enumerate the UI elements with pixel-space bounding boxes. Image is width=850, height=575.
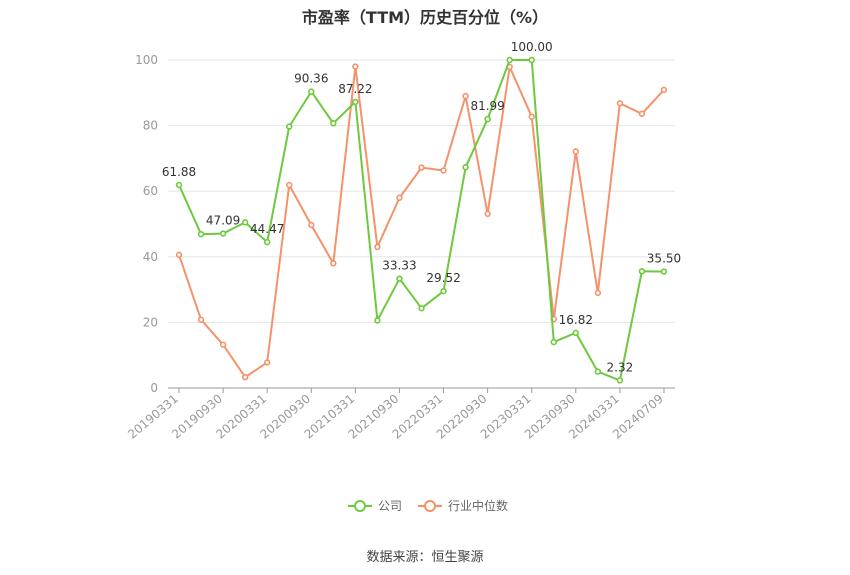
data-point [241,373,249,381]
data-label: 87.22 [338,82,372,96]
data-point [352,98,359,106]
data-point [528,56,535,64]
label-layer: 61.88 47.09 44.47 90.36 87.22 33.33 29.52 81.99… [162,40,681,374]
data-point [440,287,447,295]
y-tick-label: 80 [143,119,158,133]
legend-label: 行业中位数 [448,498,508,513]
data-point [440,167,447,174]
data-label: 33.33 [382,259,416,273]
data-label: 90.36 [294,72,328,86]
data-point [660,86,668,94]
data-point [197,230,205,238]
data-point [396,275,403,282]
data-point [308,221,315,229]
data-point [418,164,425,171]
y-tick-label: 100 [135,53,158,67]
data-label: 35.50 [647,252,681,266]
legend-item-1[interactable]: 行业中位数 [418,498,508,513]
data-label: 81.99 [470,99,504,113]
data-label: 100.00 [511,40,553,54]
data-point [572,148,580,155]
data-point [219,230,227,237]
data-point [638,110,646,117]
data-point [506,56,513,64]
legend-label: 公司 [378,499,402,513]
data-point [418,305,425,312]
data-point [286,181,293,189]
data-point [528,113,535,120]
data-point [616,100,624,107]
y-tick-label: 40 [143,250,158,264]
data-point [374,317,381,324]
series-layer [175,56,668,384]
data-point [263,359,271,366]
data-point [484,210,491,218]
data-point [197,316,205,323]
axis-layer: 0204060801002019033120190930202003312020… [125,53,675,442]
source-note: 数据来源：恒生聚源 [366,550,484,565]
y-tick-label: 20 [143,315,158,329]
data-point [330,120,337,127]
legend-item-0[interactable]: 公司 [348,499,402,513]
data-label: 47.09 [206,214,240,228]
legend[interactable]: 公司 行业中位数 [348,498,508,513]
data-label: 29.52 [426,271,460,285]
data-point [594,289,602,297]
data-point [286,123,293,130]
data-point [175,181,183,189]
data-point [550,338,557,346]
y-tick-label: 0 [150,381,158,395]
data-point [219,341,227,348]
data-point [572,329,580,337]
data-point [352,63,359,70]
data-point [616,377,624,384]
data-point [175,251,183,259]
data-point [308,88,315,95]
data-point [374,243,381,251]
series-line-0 [178,59,665,382]
data-point [263,238,271,246]
data-point [484,115,491,123]
data-label: 44.47 [250,222,284,236]
y-tick-label: 60 [143,184,158,198]
data-point [462,164,469,171]
chart-title: 市盈率（TTM）历史百分位（%） [301,8,549,27]
data-label: 61.88 [162,165,196,179]
data-label: 2.32 [607,360,634,374]
grid-layer [168,59,675,323]
legend-marker [424,500,436,512]
data-point [330,260,337,267]
legend-marker [354,500,366,512]
data-point [462,92,469,100]
data-label: 16.82 [559,313,593,327]
data-point [396,194,403,201]
data-point [241,219,249,226]
data-point [638,268,646,275]
data-point [594,368,602,375]
data-point [660,268,668,275]
